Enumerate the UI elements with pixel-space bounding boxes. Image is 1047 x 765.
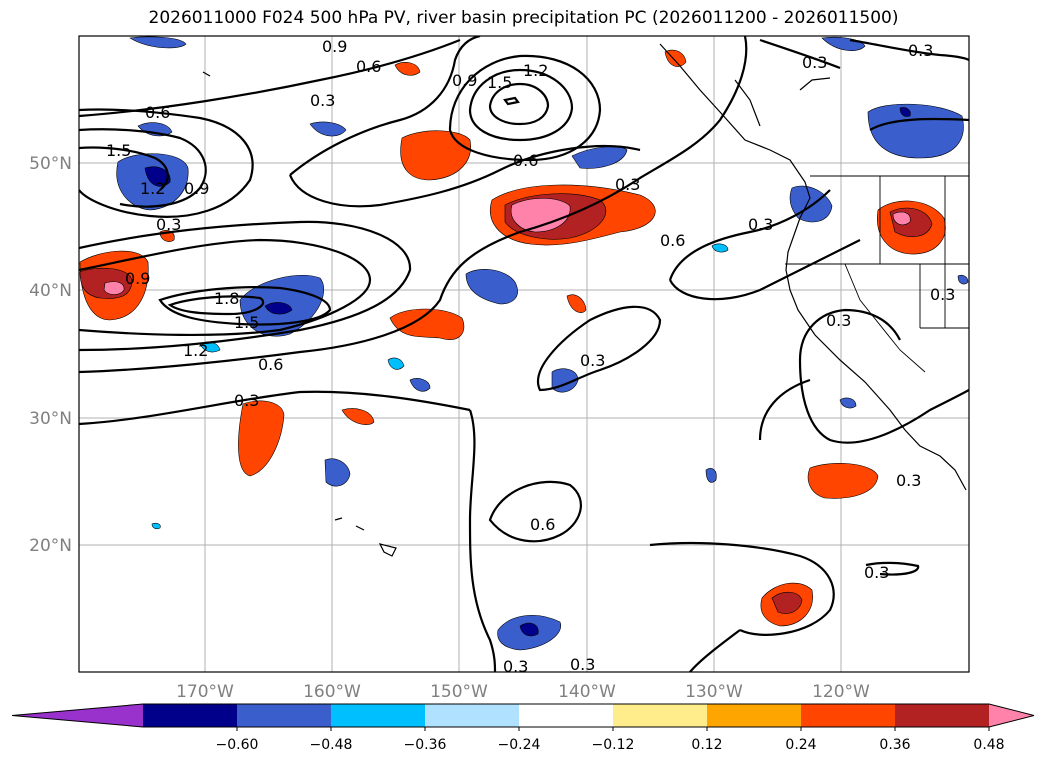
lon-label: 160°W	[303, 682, 361, 702]
colorbar-tick-label: −0.24	[498, 737, 541, 753]
colorbar-segment	[613, 704, 708, 727]
coastline	[202, 43, 967, 557]
map-area	[79, 36, 969, 672]
contour-label-0p3: 0.3	[826, 311, 851, 330]
colorbar-tick-label: −0.36	[404, 737, 447, 753]
colorbar-extend-high	[989, 704, 1034, 727]
contour-label-0p3: 0.3	[234, 391, 259, 410]
map-frame	[78, 35, 970, 673]
lon-label: 140°W	[558, 682, 616, 702]
contour-label-0p3: 0.3	[908, 41, 933, 60]
contour-label-0p3: 0.3	[802, 53, 827, 72]
lon-label: 170°W	[176, 682, 234, 702]
lon-label: 150°W	[430, 682, 488, 702]
colorbar-segment	[707, 704, 802, 727]
colorbar-tick-label: −0.48	[310, 737, 353, 753]
colorbar-segment	[801, 704, 896, 727]
contour-label-0p9: 0.9	[125, 269, 150, 288]
contour-label-0p6: 0.6	[145, 103, 170, 122]
colorbar	[11, 703, 1035, 728]
contour-label-0p3: 0.3	[615, 175, 640, 194]
contour-label-0p3: 0.3	[748, 215, 773, 234]
colorbar-tick-label: 0.12	[691, 737, 722, 753]
gridlines	[79, 36, 969, 672]
contour-label-0p3: 0.3	[864, 563, 889, 582]
colorbar-extend-low	[12, 704, 143, 727]
lat-label: 20°N	[29, 536, 72, 556]
lat-label: 50°N	[29, 154, 72, 174]
longitude-labels: 170°W 160°W 150°W 140°W 130°W 120°W	[176, 682, 870, 702]
colorbar-tick-label: 0.24	[785, 737, 816, 753]
colorbar-tick-label: 0.36	[879, 737, 910, 753]
contour-label-1p2: 1.2	[140, 179, 165, 198]
contour-label-0p9: 0.9	[322, 37, 347, 56]
colorbar-segment	[237, 704, 332, 727]
lat-label: 40°N	[29, 281, 72, 301]
map-title: 2026011000 F024 500 hPa PV, river basin …	[148, 8, 899, 28]
lon-label: 120°W	[812, 682, 870, 702]
contour-label-0p9: 0.9	[452, 71, 477, 90]
contour-label-1p8: 1.8	[214, 289, 239, 308]
colorbar-tick-label: −0.60	[216, 737, 259, 753]
colorbar-tick-labels: −0.60 −0.48 −0.36 −0.24 −0.12 0.12 0.24 0.36 0.4…	[216, 727, 1005, 753]
lon-label: 130°W	[685, 682, 743, 702]
contour-labels: 0.6 1.5 1.2 0.9 0.9 1.8 1.5 1.2 0.6 0.3 …	[106, 37, 955, 676]
contour-label-0p6: 0.6	[513, 151, 538, 170]
contour-label-1p5: 1.5	[106, 141, 131, 160]
contour-label-0p3: 0.3	[896, 471, 921, 490]
contour-label-0p6: 0.6	[530, 515, 555, 534]
pv-contours	[79, 36, 969, 672]
contour-label-0p3: 0.3	[580, 351, 605, 370]
political-borders	[785, 175, 969, 373]
contour-label-1p2: 1.2	[183, 341, 208, 360]
contour-label-0p9: 0.9	[184, 179, 209, 198]
colorbar-tick-label: 0.48	[973, 737, 1004, 753]
latitude-labels: 50°N 40°N 30°N 20°N	[29, 154, 72, 556]
contour-label-1p5: 1.5	[487, 73, 512, 92]
colorbar-segment	[143, 704, 238, 727]
colorbar-outline	[11, 703, 1035, 728]
colorbar-segment	[519, 704, 614, 727]
contour-label-0p3: 0.3	[310, 91, 335, 110]
colorbar-segment	[895, 704, 990, 727]
lat-label: 30°N	[29, 409, 72, 429]
contour-label-0p6: 0.6	[356, 57, 381, 76]
contour-label-1p2: 1.2	[523, 61, 548, 80]
contour-label-0p3: 0.3	[930, 285, 955, 304]
colorbar-segment	[425, 704, 520, 727]
contour-label-0p3: 0.3	[503, 657, 528, 676]
contour-label-1p5: 1.5	[234, 313, 259, 332]
contour-label-0p3: 0.3	[570, 655, 595, 674]
contour-label-0p6: 0.6	[660, 231, 685, 250]
colorbar-tick-label: −0.12	[592, 737, 635, 753]
contour-label-0p6: 0.6	[258, 355, 283, 374]
precipitation-shading	[79, 36, 969, 651]
contour-label-0p3: 0.3	[156, 215, 181, 234]
colorbar-segment	[331, 704, 426, 727]
